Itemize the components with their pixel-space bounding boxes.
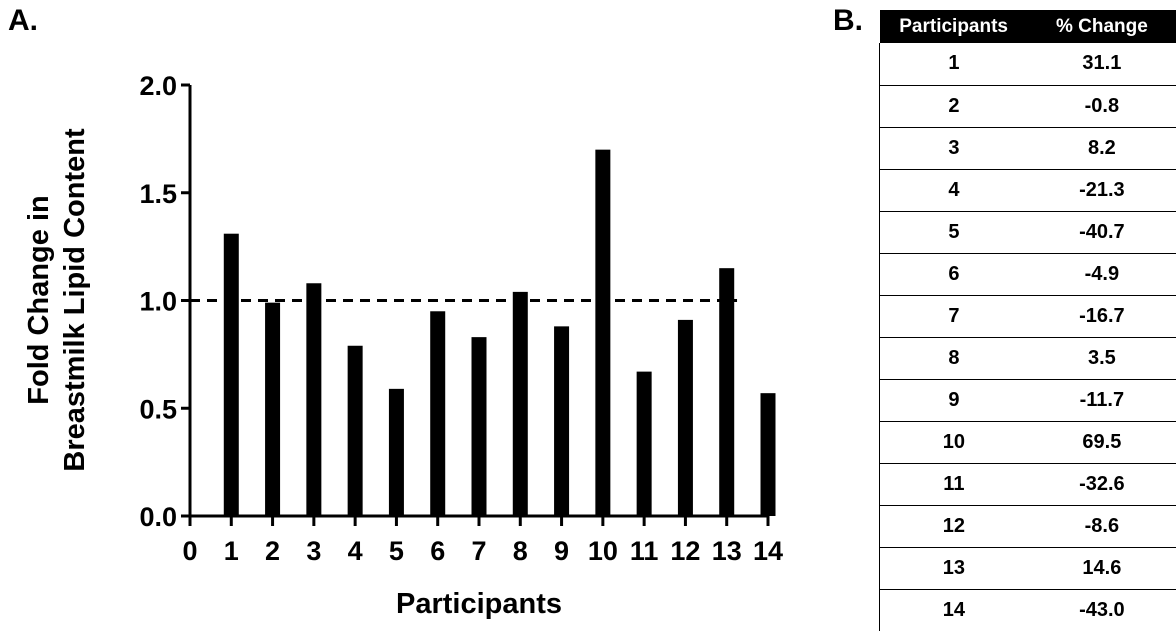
x-tick-label: 2 <box>265 536 280 566</box>
participant-cell: 8 <box>878 337 1028 380</box>
bar-participant-3 <box>306 283 322 516</box>
bars <box>223 149 776 516</box>
percent-change-cell: -4.9 <box>1027 253 1176 296</box>
table-body: 1 31.1 2 -0.8 3 8.2 4 -21.3 5 -40.7 6 -4.9 7 -16.7 8 3.… <box>878 43 1176 631</box>
percent-change-cell: 69.5 <box>1027 421 1176 464</box>
table-row: 10 69.5 <box>878 421 1176 464</box>
y-axis-label-line1: Fold Change in <box>23 195 55 404</box>
percent-change-cell: 14.6 <box>1027 547 1176 590</box>
table-row: 1 31.1 <box>878 43 1176 86</box>
percent-change-cell: -43.0 <box>1079 598 1125 621</box>
table-row: 12 -8.6 <box>878 505 1176 548</box>
y-tick-label: 0.5 <box>139 394 177 424</box>
table-row: 3 8.2 <box>878 127 1176 170</box>
percent-change-cell: 8.2 <box>1027 127 1176 170</box>
table-row: 2 -0.8 <box>878 85 1176 128</box>
y-tick-label: 0.0 <box>139 502 177 532</box>
x-tick-label: 9 <box>554 536 569 566</box>
x-tick-label: 3 <box>306 536 321 566</box>
percent-change-cell: -16.7 <box>1027 295 1176 338</box>
participant-cell: 12 <box>878 505 1028 548</box>
percent-change-cell: -8.6 <box>1027 505 1176 548</box>
header-participants: Participants <box>899 15 1008 37</box>
x-tick-label: 0 <box>182 536 197 566</box>
percent-change-cell: -32.6 <box>1027 463 1176 506</box>
percent-change-cell: -0.8 <box>1027 85 1176 128</box>
x-tick-label: 1 <box>224 536 239 566</box>
y-axis-label-line2: Breastmilk Lipid Content <box>59 128 91 472</box>
percent-change-cell: 3.5 <box>1027 337 1176 380</box>
bar-participant-7 <box>471 337 487 516</box>
participant-cell: 3 <box>878 127 1028 170</box>
participant-cell: 11 <box>878 463 1028 506</box>
participant-cell: 1 <box>878 43 1028 86</box>
bar-participant-13 <box>719 268 735 516</box>
participant-cell: 13 <box>878 547 1028 590</box>
bar-participant-14 <box>760 393 776 516</box>
table-row: 14 -43.0 <box>878 589 1176 631</box>
percent-change-cell: -11.7 <box>1027 379 1176 422</box>
table-row: 5 -40.7 <box>878 211 1176 254</box>
bar-participant-5 <box>388 388 404 516</box>
x-axis-label: Participants <box>396 588 562 620</box>
percent-change-cell: -40.7 <box>1027 211 1176 254</box>
bar-chart: Fold Change in Breastmilk Lipid Content … <box>23 71 783 620</box>
x-tick-label: 6 <box>430 536 445 566</box>
participant-cell: 14 <box>878 589 1028 631</box>
table-row: 6 -4.9 <box>878 253 1176 296</box>
x-tick-label: 8 <box>513 536 528 566</box>
bar-participant-6 <box>430 311 446 516</box>
bar-participant-10 <box>595 149 611 516</box>
participant-cell: 2 <box>878 85 1028 128</box>
participant-cell: 5 <box>878 211 1028 254</box>
participant-cell: 6 <box>878 253 1028 296</box>
panel-b-label: B. <box>833 4 863 37</box>
table-header-row: Participants % Change <box>879 10 1176 43</box>
bar-participant-9 <box>554 326 570 516</box>
header-percent-change: % Change <box>1055 15 1148 37</box>
table-row: 11 -32.6 <box>878 463 1176 506</box>
bar-participant-8 <box>512 291 528 516</box>
bar-participant-1 <box>223 233 239 516</box>
x-tick-label: 7 <box>471 536 486 566</box>
bar-participant-4 <box>347 345 363 516</box>
panel-a-label: A. <box>8 4 38 37</box>
table-row: 9 -11.7 <box>878 379 1176 422</box>
x-tick-label: 13 <box>712 536 742 566</box>
x-tick-label: 4 <box>348 536 363 566</box>
percent-change-table: Participants % Change 1 31.1 2 -0.8 3 8.2 4 -21… <box>878 10 1176 631</box>
x-tick-label: 10 <box>588 536 618 566</box>
x-tick-label: 5 <box>389 536 404 566</box>
y-tick-label: 1.5 <box>139 179 177 209</box>
participant-cell: 10 <box>878 421 1028 464</box>
participant-cell: 4 <box>878 169 1028 212</box>
x-tick-label: 11 <box>630 536 659 566</box>
y-axis-label: Fold Change in Breastmilk Lipid Content <box>23 128 91 472</box>
participant-cell: 7 <box>878 295 1028 338</box>
table-row: 7 -16.7 <box>878 295 1176 338</box>
x-tick-label: 14 <box>753 536 783 566</box>
bar-participant-12 <box>677 319 693 516</box>
table-row: 4 -21.3 <box>878 169 1176 212</box>
x-tick-label: 12 <box>670 536 700 566</box>
percent-change-cell: -21.3 <box>1027 169 1176 212</box>
bar-participant-11 <box>636 371 652 516</box>
table-row: 8 3.5 <box>878 337 1176 380</box>
table-row: 13 14.6 <box>878 547 1176 590</box>
participant-cell: 9 <box>878 379 1028 422</box>
y-tick-label: 2.0 <box>139 71 177 101</box>
percent-change-cell: 31.1 <box>1027 43 1176 86</box>
bar-participant-2 <box>265 302 281 516</box>
y-tick-label: 1.0 <box>139 287 177 317</box>
